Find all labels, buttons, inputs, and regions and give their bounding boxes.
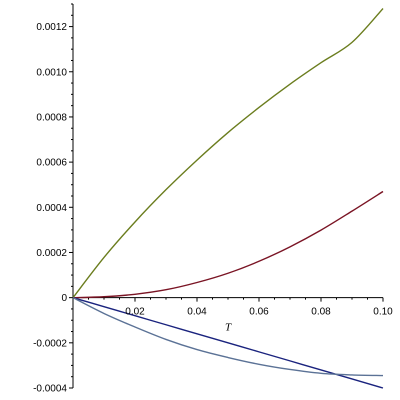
y-tick-label: -0.0004	[33, 384, 67, 395]
x-axis-title: T	[225, 322, 232, 334]
axes	[69, 3, 384, 389]
x-tick-label: 0.10	[373, 307, 393, 318]
y-tick-label: 0.0006	[36, 158, 67, 169]
series-line-2	[72, 190, 384, 299]
x-tick-label: 0.06	[249, 307, 269, 318]
series-line-1	[72, 8, 384, 299]
series-line-4	[72, 297, 384, 377]
y-tick-label: 0.0010	[36, 67, 67, 78]
x-tick-label: 0.04	[187, 307, 207, 318]
series-line-3	[72, 296, 384, 389]
y-tick-label: 0.0012	[36, 22, 67, 33]
tick-labels: -0.0004 -0.0002 0 0.0002 0.0004 0.0006 0.0008 0…	[33, 22, 393, 394]
y-tick-label: 0.0002	[36, 248, 67, 259]
x-tick-label: 0.02	[125, 307, 145, 318]
y-tick-label: 0.0004	[36, 203, 67, 214]
y-tick-label: 0	[61, 293, 67, 304]
series-group	[72, 8, 384, 389]
y-tick-label: -0.0002	[33, 338, 67, 349]
x-tick-label: 0.08	[311, 307, 331, 318]
y-tick-label: 0.0008	[36, 112, 67, 123]
